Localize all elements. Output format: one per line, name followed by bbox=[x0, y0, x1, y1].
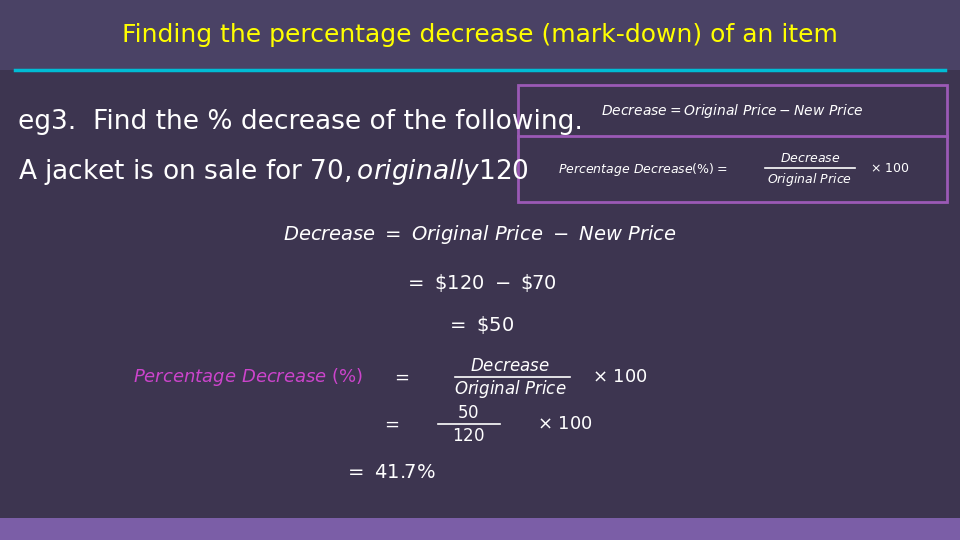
Text: $Decrease$: $Decrease$ bbox=[780, 152, 840, 165]
FancyBboxPatch shape bbox=[518, 136, 947, 202]
Text: $=$: $=$ bbox=[381, 415, 399, 433]
Text: $\times\ 100$: $\times\ 100$ bbox=[537, 415, 593, 433]
Text: $50$: $50$ bbox=[457, 404, 479, 422]
Text: $Decrease = Original\ Price - New\ Price$: $Decrease = Original\ Price - New\ Price… bbox=[601, 102, 863, 120]
FancyBboxPatch shape bbox=[518, 85, 947, 137]
Bar bbox=[0, 0, 960, 70]
Bar bbox=[0, 518, 960, 540]
Text: A jacket is on sale for $70, originally $120: A jacket is on sale for $70, originally … bbox=[18, 157, 529, 187]
Text: $Percentage\ Decrease\ (\%)$: $Percentage\ Decrease\ (\%)$ bbox=[132, 366, 363, 388]
Text: Finding the percentage decrease (mark-down) of an item: Finding the percentage decrease (mark-do… bbox=[122, 23, 838, 47]
Text: $=\ 41.7\%$: $=\ 41.7\%$ bbox=[344, 462, 436, 482]
Text: $Decrease$: $Decrease$ bbox=[470, 357, 550, 375]
Text: $Percentage\ Decrease(\%) =$: $Percentage\ Decrease(\%) =$ bbox=[559, 160, 728, 178]
Text: $120$: $120$ bbox=[452, 427, 484, 445]
Text: $Decrease\ =\ Original\ Price\ -\ New\ Price$: $Decrease\ =\ Original\ Price\ -\ New\ P… bbox=[283, 224, 677, 246]
Text: $=$: $=$ bbox=[391, 368, 409, 386]
Text: eg3.  Find the % decrease of the following.: eg3. Find the % decrease of the followin… bbox=[18, 109, 583, 135]
Text: $\times\ 100$: $\times\ 100$ bbox=[870, 163, 910, 176]
Text: $=\ \$50$: $=\ \$50$ bbox=[446, 314, 514, 336]
Text: $Original\ Price$: $Original\ Price$ bbox=[454, 378, 566, 400]
Text: $Original\ Price$: $Original\ Price$ bbox=[767, 172, 852, 188]
Text: $\times\ 100$: $\times\ 100$ bbox=[592, 368, 648, 386]
Text: $=\ \$120\ -\ \$70$: $=\ \$120\ -\ \$70$ bbox=[403, 272, 557, 294]
